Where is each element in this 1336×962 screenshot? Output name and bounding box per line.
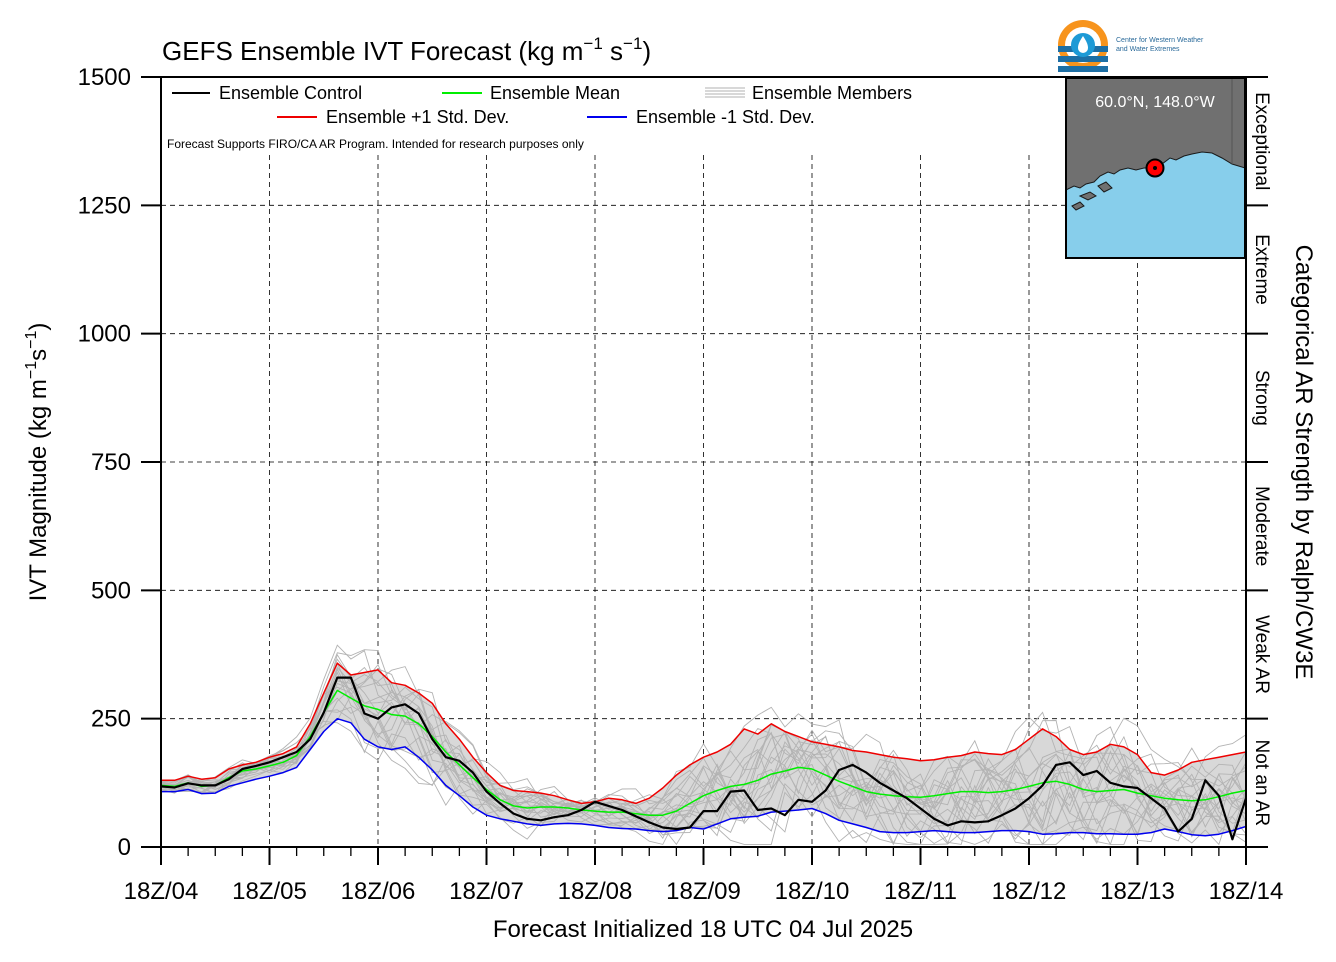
series-line-ensemble-mean [161, 689, 1246, 816]
ensemble-member-line [161, 677, 1246, 846]
x-tick-label: 18Z/13 [1100, 878, 1175, 905]
category-label: Exceptional [1251, 92, 1272, 190]
chart-title: GEFS Ensemble IVT Forecast (kg m−1 s−1) [162, 34, 651, 66]
inset-location-label: 60.0°N, 148.0°W [1095, 94, 1215, 111]
x-tick-label: 18Z/05 [232, 878, 307, 905]
x-tick-label: 18Z/09 [666, 878, 741, 905]
ensemble-member-line [161, 658, 1246, 836]
cw3e-logo: Center for Western Weather and Water Ext… [1058, 20, 1204, 72]
legend: Ensemble Control Ensemble Mean Ensemble … [167, 83, 912, 151]
category-axis: Exceptional Extreme Strong Moderate Weak AR N… [1246, 76, 1272, 848]
y-tick-label: 250 [91, 706, 131, 733]
y-axis-title: IVT Magnitude (kg m−1s−1) [23, 323, 52, 602]
logo-text-line1: Center for Western Weather [1116, 37, 1204, 44]
ensemble-member-line [161, 661, 1246, 843]
x-axis-title: Forecast Initialized 18 UTC 04 Jul 2025 [493, 916, 913, 943]
y-tick-label: 1000 [78, 321, 131, 348]
ensemble-member-line [161, 677, 1246, 845]
x-tick-label: 18Z/12 [992, 878, 1067, 905]
legend-label-minus-std: Ensemble -1 Std. Dev. [636, 107, 815, 127]
y-tick-label: 0 [118, 834, 131, 861]
y-tick-label: 750 [91, 449, 131, 476]
legend-label-mean: Ensemble Mean [490, 83, 620, 103]
ensemble-members [161, 644, 1246, 846]
logo-text-line2: and Water Extremes [1116, 46, 1180, 53]
category-label: Not an AR [1251, 739, 1272, 826]
legend-label-plus-std: Ensemble +1 Std. Dev. [326, 107, 509, 127]
x-axis: 18Z/04 18Z/05 18Z/06 18Z/07 18Z/08 18Z/09 18Z/… [124, 847, 1284, 905]
x-tick-label: 18Z/11 [884, 878, 957, 905]
location-inset-map: 60.0°N, 148.0°W [1065, 77, 1246, 259]
series-line-ensemble-1-std-dev [161, 662, 1246, 805]
category-label: Moderate [1251, 486, 1272, 566]
x-tick-label: 18Z/14 [1209, 878, 1284, 905]
legend-label-members: Ensemble Members [752, 83, 912, 103]
ensemble-member-line [161, 720, 1246, 846]
y-tick-label: 500 [91, 577, 131, 604]
series-line-ensemble-1-std-dev [161, 717, 1246, 837]
x-tick-label: 18Z/07 [449, 878, 524, 905]
grid-lines [161, 155, 1246, 847]
legend-label-control: Ensemble Control [219, 83, 362, 103]
right-axis-title: Categorical AR Strength by Ralph/CW3E [1290, 245, 1317, 680]
ensemble-member-line [161, 671, 1246, 832]
ensemble-member-line [161, 694, 1246, 845]
y-tick-label: 1250 [78, 192, 131, 219]
y-axis: 0 250 500 750 1000 1250 1500 [78, 64, 161, 861]
series-lines [161, 662, 1246, 841]
y-tick-label: 1500 [78, 64, 131, 91]
ensemble-member-line [161, 697, 1246, 845]
legend-swatch-members [705, 87, 745, 98]
std-dev-band [161, 663, 1246, 836]
x-tick-label: 18Z/08 [558, 878, 633, 905]
series-line-ensemble-control [161, 676, 1246, 841]
ensemble-member-line [161, 686, 1246, 845]
x-tick-label: 18Z/04 [124, 878, 199, 905]
ensemble-member-line [161, 681, 1246, 844]
x-tick-label: 18Z/10 [775, 878, 850, 905]
category-label: Strong [1251, 370, 1272, 426]
research-note: Forecast Supports FIRO/CA AR Program. In… [167, 137, 584, 151]
category-label: Weak AR [1251, 615, 1272, 694]
category-label: Extreme [1251, 234, 1272, 305]
x-tick-label: 18Z/06 [341, 878, 416, 905]
